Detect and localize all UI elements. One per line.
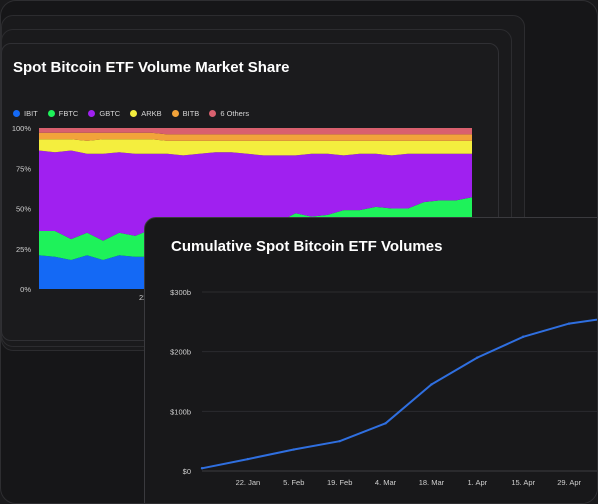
area-series-arkb [39, 139, 472, 156]
legend-label: 6 Others [220, 108, 250, 118]
x-tick-label: 1. Apr [468, 478, 488, 487]
legend-label: GBTC [99, 108, 121, 118]
legend-label: ARKB [141, 108, 162, 118]
y-tick-label: 0% [20, 285, 31, 294]
legend-swatch [209, 109, 217, 117]
data-point [430, 383, 433, 386]
legend-label: IBIT [24, 108, 38, 118]
y-tick-label: $0 [183, 467, 191, 476]
x-tick-label: 5. Feb [283, 478, 304, 487]
legend-swatch [47, 109, 55, 117]
y-tick-label: 50% [16, 205, 31, 214]
legend-swatch [130, 109, 138, 117]
legend-label: BITB [182, 108, 200, 118]
data-point [476, 356, 479, 359]
data-point [246, 457, 250, 461]
legend-item-fbtc[interactable]: FBTC [47, 108, 79, 118]
y-tick-label: 100% [12, 124, 32, 133]
legend-item-bitb[interactable]: BITB [171, 108, 200, 118]
y-tick-label: 25% [16, 245, 31, 254]
area-series-gbtc [39, 150, 472, 241]
x-tick-label: 29. Apr [557, 478, 581, 487]
area-series-bitb [39, 132, 472, 141]
legend-label: FBTC [58, 108, 79, 118]
cumulative-volume-line [201, 318, 597, 470]
legend-swatch [13, 109, 20, 117]
legend-item-ibit[interactable]: IBIT [13, 109, 38, 118]
data-point [292, 448, 295, 451]
x-tick-label: 4. Mar [375, 478, 397, 487]
cumulative-volume-chart: $0 $100b $200b $300b 22. Jan 5. Feb 19. Feb 4. … [170, 288, 597, 487]
y-tick-label: $200b [170, 348, 191, 357]
y-tick-label: 75% [16, 164, 31, 173]
area-series-6-others [39, 128, 472, 135]
y-tick-label: $100b [170, 407, 191, 416]
legend-item-others[interactable]: 6 Others [209, 109, 249, 118]
data-point [567, 322, 571, 325]
legend-swatch [88, 109, 96, 117]
y-tick-label: $300b [170, 288, 191, 297]
market-share-legend: IBIT FBTC GBTC ARKB BITB 6 Others [13, 106, 249, 120]
legend-swatch [171, 109, 179, 117]
data-point [338, 439, 341, 443]
data-point [522, 335, 525, 338]
x-tick-label: 18. Mar [419, 478, 445, 487]
cumulative-volume-card: Cumulative Spot Bitcoin ETF Volumes $0 $1… [144, 217, 597, 503]
data-point [200, 467, 204, 470]
x-tick-label: 15. Apr [511, 478, 535, 487]
cumulative-title: Cumulative Spot Bitcoin ETF Volumes [171, 238, 443, 255]
data-point [384, 422, 387, 425]
legend-item-gbtc[interactable]: GBTC [88, 109, 120, 118]
market-share-title: Spot Bitcoin ETF Volume Market Share [13, 59, 290, 76]
legend-item-arkb[interactable]: ARKB [130, 108, 162, 118]
x-tick-label: 22. Jan [236, 478, 261, 487]
x-tick-label: 19. Feb [327, 478, 352, 487]
